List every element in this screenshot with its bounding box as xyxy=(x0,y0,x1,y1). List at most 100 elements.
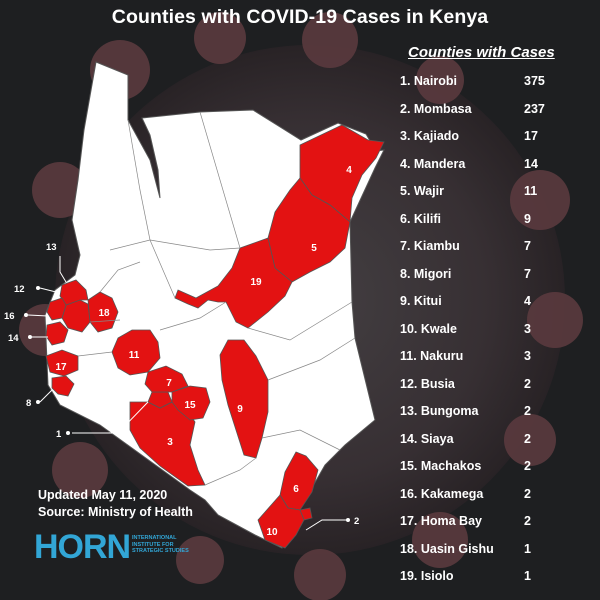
case-count: 237 xyxy=(524,101,545,116)
case-count: 3 xyxy=(524,321,531,336)
outside-label-12: 12 xyxy=(14,284,25,295)
infographic-title: Counties with COVID-19 Cases in Kenya xyxy=(111,6,489,28)
case-count: 1 xyxy=(524,569,531,583)
county-nakuru xyxy=(111,329,161,376)
case-count: 3 xyxy=(524,349,531,363)
county-name: 8. Migori xyxy=(400,266,452,281)
county-name: 14. Siaya xyxy=(400,431,454,446)
county-migori xyxy=(51,375,75,397)
list-item: 18. Uasin Gishu 1 xyxy=(400,542,596,570)
county-borders xyxy=(77,111,356,486)
map-label-3: 3 xyxy=(167,437,173,448)
county-name: 9. Kitui xyxy=(400,294,442,308)
county-list: 1. Nairobi 375 2. Mombasa 237 3. Kajiado 17… xyxy=(400,74,596,597)
map-label-5: 5 xyxy=(311,243,317,254)
outside-label-16: 16 xyxy=(4,311,15,322)
county-name: 11. Nakuru xyxy=(400,349,464,363)
county-kitui xyxy=(219,339,269,459)
list-item: 8. Migori 7 xyxy=(400,267,596,295)
list-item: 6. Kilifi 9 xyxy=(400,212,596,240)
list-item: 16. Kakamega 2 xyxy=(400,487,596,515)
list-item: 15. Machakos 2 xyxy=(400,459,596,487)
county-wajir xyxy=(267,177,351,283)
county-name: 7. Kiambu xyxy=(400,239,460,253)
county-kakamega xyxy=(61,299,91,333)
map-label-7: 7 xyxy=(166,378,172,389)
county-machakos xyxy=(171,385,211,421)
county-name: 13. Bungoma xyxy=(400,404,479,418)
map-label-9: 9 xyxy=(237,404,243,415)
county-siaya xyxy=(45,321,69,346)
map-label-10: 10 xyxy=(266,527,278,538)
county-list-header: Counties with Cases xyxy=(408,44,555,61)
logo-subtitle: International Institute for Strategic St… xyxy=(132,535,189,554)
list-item: 13. Bungoma 2 xyxy=(400,404,596,432)
outside-label-14: 14 xyxy=(8,333,19,344)
county-homa-bay xyxy=(45,349,79,377)
outside-label-8: 8 xyxy=(26,398,31,409)
case-count: 7 xyxy=(524,239,531,253)
logo-wordmark: HORN xyxy=(34,528,131,566)
outside-label-2: 2 xyxy=(354,516,359,527)
county-name: 6. Kilifi xyxy=(400,211,441,226)
map-label-18: 18 xyxy=(98,308,110,319)
case-count: 2 xyxy=(524,431,531,446)
list-item: 5. Wajir 11 xyxy=(400,184,596,212)
map-label-4: 4 xyxy=(346,165,352,176)
map-label-17: 17 xyxy=(55,362,67,373)
update-info: Updated May 11, 2020 Source: Ministry of… xyxy=(38,487,193,521)
county-name: 1. Nairobi xyxy=(400,74,457,88)
list-item: 3. Kajiado 17 xyxy=(400,129,596,157)
list-item: 12. Busia 2 xyxy=(400,377,596,405)
county-name: 18. Uasin Gishu xyxy=(400,541,494,556)
map-label-11: 11 xyxy=(129,350,140,361)
case-count: 2 xyxy=(524,459,531,473)
county-name: 17. Homa Bay xyxy=(400,514,482,528)
outside-label-1: 1 xyxy=(56,429,62,440)
case-count: 1 xyxy=(524,541,531,556)
county-name: 16. Kakamega xyxy=(400,486,484,501)
leader-dots xyxy=(24,286,350,522)
data-source: Source: Ministry of Health xyxy=(38,505,193,519)
leader-lines xyxy=(27,256,348,531)
county-name: 3. Kajiado xyxy=(400,129,460,143)
county-name: 12. Busia xyxy=(400,376,455,391)
outside-label-13: 13 xyxy=(46,242,57,253)
case-count: 2 xyxy=(524,404,531,418)
map-label-6: 6 xyxy=(293,484,299,495)
county-name: 19. Isiolo xyxy=(400,569,454,583)
list-item: 2. Mombasa 237 xyxy=(400,102,596,130)
county-kiambu xyxy=(144,365,189,393)
list-item: 19. Isiolo 1 xyxy=(400,569,596,597)
case-count: 2 xyxy=(524,514,531,528)
county-name: 4. Mandera xyxy=(400,156,466,171)
updated-date: Updated May 11, 2020 xyxy=(38,488,168,502)
case-count: 7 xyxy=(524,266,531,281)
county-isiolo xyxy=(174,237,293,329)
case-count: 14 xyxy=(524,156,538,171)
case-count: 11 xyxy=(524,184,538,198)
list-item: 11. Nakuru 3 xyxy=(400,349,596,377)
case-count: 9 xyxy=(524,211,531,226)
case-count: 2 xyxy=(524,376,531,391)
list-item: 1. Nairobi 375 xyxy=(400,74,596,102)
county-name: 2. Mombasa xyxy=(400,101,472,116)
list-item: 4. Mandera 14 xyxy=(400,157,596,185)
map-label-19: 19 xyxy=(250,277,262,288)
county-kwale xyxy=(257,494,305,549)
county-bungoma xyxy=(59,279,89,306)
list-item: 10. Kwale 3 xyxy=(400,322,596,350)
case-count: 375 xyxy=(524,74,545,88)
list-item: 14. Siaya 2 xyxy=(400,432,596,460)
county-name: 10. Kwale xyxy=(400,321,457,336)
list-item: 17. Homa Bay 2 xyxy=(400,514,596,542)
county-name: 5. Wajir xyxy=(400,184,444,198)
map-label-15: 15 xyxy=(184,400,196,411)
county-busia xyxy=(46,297,67,321)
list-item: 7. Kiambu 7 xyxy=(400,239,596,267)
case-count: 2 xyxy=(524,486,531,501)
county-name: 15. Machakos xyxy=(400,459,482,473)
case-count: 17 xyxy=(524,129,538,143)
